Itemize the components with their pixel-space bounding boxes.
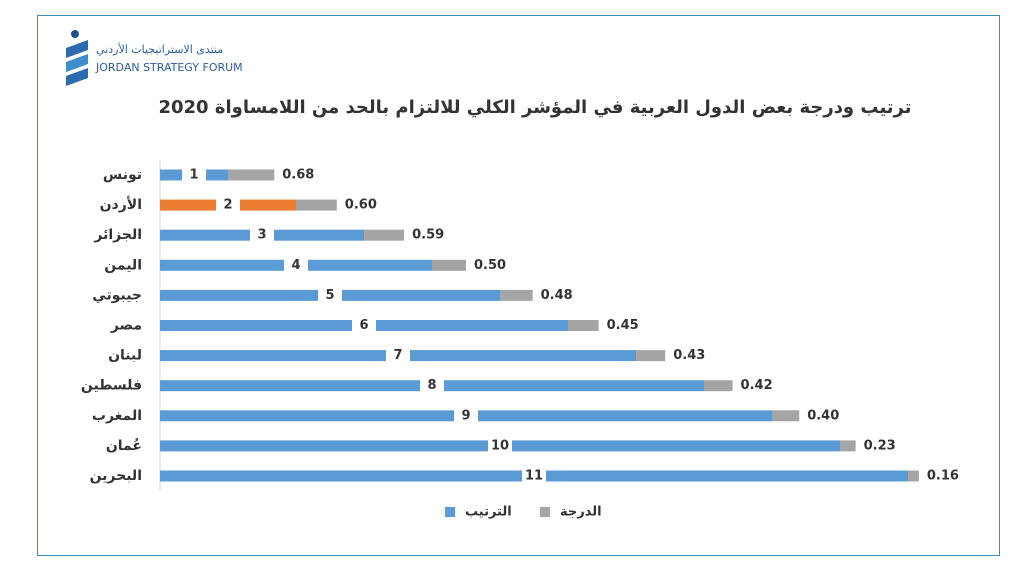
score-label: 0.68 bbox=[282, 168, 314, 183]
rank-label: 8 bbox=[427, 378, 436, 393]
score-label: 0.50 bbox=[474, 258, 506, 273]
rank-label: 11 bbox=[525, 469, 543, 484]
frame bbox=[37, 15, 1000, 556]
score-label: 0.60 bbox=[345, 198, 377, 213]
bar-segment bbox=[636, 350, 666, 362]
bar-segment bbox=[704, 380, 733, 392]
bar-segment bbox=[500, 289, 533, 301]
label-bg bbox=[216, 197, 240, 214]
category-label: لبنان bbox=[108, 348, 142, 364]
rank-label: 5 bbox=[325, 288, 334, 303]
score-label: 0.16 bbox=[927, 469, 959, 484]
category-label: البحرين bbox=[90, 468, 142, 484]
label-bg bbox=[318, 287, 342, 304]
score-label: 0.42 bbox=[741, 378, 773, 393]
rank-label: 7 bbox=[393, 348, 402, 363]
bar-segment bbox=[432, 259, 466, 271]
label-bg bbox=[352, 317, 376, 334]
category-label: عُمان bbox=[106, 438, 142, 454]
category-label: الأردن bbox=[100, 196, 142, 213]
rank-label: 9 bbox=[461, 408, 470, 423]
legend-label: الترتيب bbox=[465, 505, 512, 520]
category-label: مصر bbox=[110, 318, 142, 334]
bar-segment bbox=[568, 320, 599, 331]
rank-label: 6 bbox=[359, 318, 368, 333]
bar-segment bbox=[840, 440, 856, 452]
label-bg bbox=[488, 437, 512, 454]
legend-swatch bbox=[445, 507, 455, 517]
bar-segment bbox=[364, 229, 405, 241]
rank-label: 1 bbox=[189, 168, 198, 183]
logo-arabic: منتدى الاستراتيجيات الأردني bbox=[96, 42, 223, 56]
bar-segment bbox=[228, 169, 275, 181]
label-bg bbox=[454, 407, 478, 424]
score-label: 0.43 bbox=[673, 348, 705, 363]
label-bg bbox=[182, 167, 206, 183]
score-label: 0.59 bbox=[412, 228, 444, 243]
rank-label: 3 bbox=[257, 228, 266, 243]
bar-segment bbox=[296, 199, 337, 211]
logo-english: JORDAN STRATEGY FORUM bbox=[95, 61, 243, 74]
rank-label: 2 bbox=[223, 198, 232, 213]
label-bg bbox=[420, 377, 444, 394]
label-bg bbox=[386, 347, 410, 364]
chart-title: ترتيب ودرجة بعض الدول العربية في المؤشر … bbox=[158, 97, 911, 118]
rank-label: 4 bbox=[291, 258, 300, 273]
category-label: اليمن bbox=[104, 257, 142, 273]
category-label: الجزائر bbox=[93, 227, 142, 243]
label-bg bbox=[522, 468, 546, 484]
score-label: 0.48 bbox=[541, 288, 573, 303]
bar-segment bbox=[772, 410, 800, 422]
logo-mark bbox=[66, 30, 88, 86]
category-label: فلسطين bbox=[81, 378, 142, 394]
rank-label: 10 bbox=[491, 438, 509, 453]
legend-swatch bbox=[540, 507, 550, 517]
category-label: جيبوتي bbox=[92, 287, 142, 303]
score-label: 0.40 bbox=[807, 408, 839, 423]
score-label: 0.23 bbox=[864, 438, 896, 453]
category-label: المغرب bbox=[92, 408, 142, 424]
bar-segment bbox=[908, 470, 919, 482]
label-bg bbox=[250, 227, 274, 244]
label-bg bbox=[284, 257, 308, 274]
category-label: تونس bbox=[103, 167, 142, 183]
score-label: 0.45 bbox=[607, 318, 639, 333]
legend-label: الدرجة bbox=[560, 505, 602, 520]
